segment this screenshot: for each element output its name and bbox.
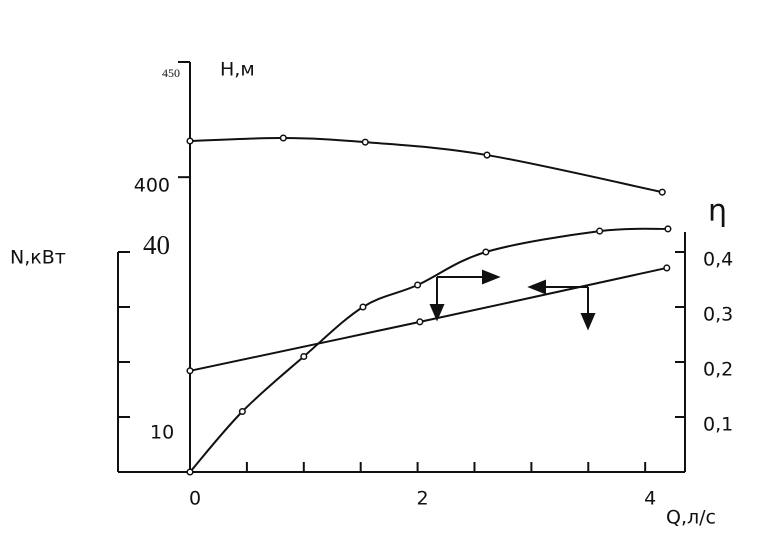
x-tick-label: 0 [189, 488, 201, 510]
y3-tick-label: 40 [143, 230, 170, 260]
point [416, 318, 424, 326]
point [359, 303, 367, 311]
y-tick-label: 400 [134, 175, 170, 197]
x-tick-label: 2 [417, 488, 429, 510]
y2-tick-label: 0,2 [703, 359, 733, 381]
y-axis-label: H,м [220, 59, 255, 81]
x-axis-label: Q,л/с [666, 507, 716, 529]
point [414, 281, 422, 289]
point [663, 264, 671, 272]
point [483, 151, 491, 159]
curve [189, 227, 668, 473]
point [186, 367, 194, 375]
point [238, 407, 246, 416]
point [482, 248, 490, 256]
point [664, 225, 672, 233]
x-tick-label: 4 [644, 488, 656, 510]
point [186, 137, 194, 145]
point [279, 134, 287, 142]
y2-tick-label: 0,3 [703, 304, 733, 326]
arrows [429, 269, 596, 331]
point [361, 138, 369, 146]
point [596, 227, 604, 235]
point [186, 468, 194, 476]
curve [189, 137, 663, 194]
y3-axis-label: N,кВт [10, 247, 66, 269]
point [300, 352, 308, 361]
y-tick-label: 450 [162, 66, 180, 80]
y2-axis-label: η [708, 194, 727, 229]
y3-tick-label: 10 [150, 422, 174, 444]
point [658, 188, 666, 196]
curve [189, 266, 668, 372]
y2-tick-label: 0,1 [703, 414, 733, 436]
y2-tick-label: 0,4 [703, 249, 733, 271]
